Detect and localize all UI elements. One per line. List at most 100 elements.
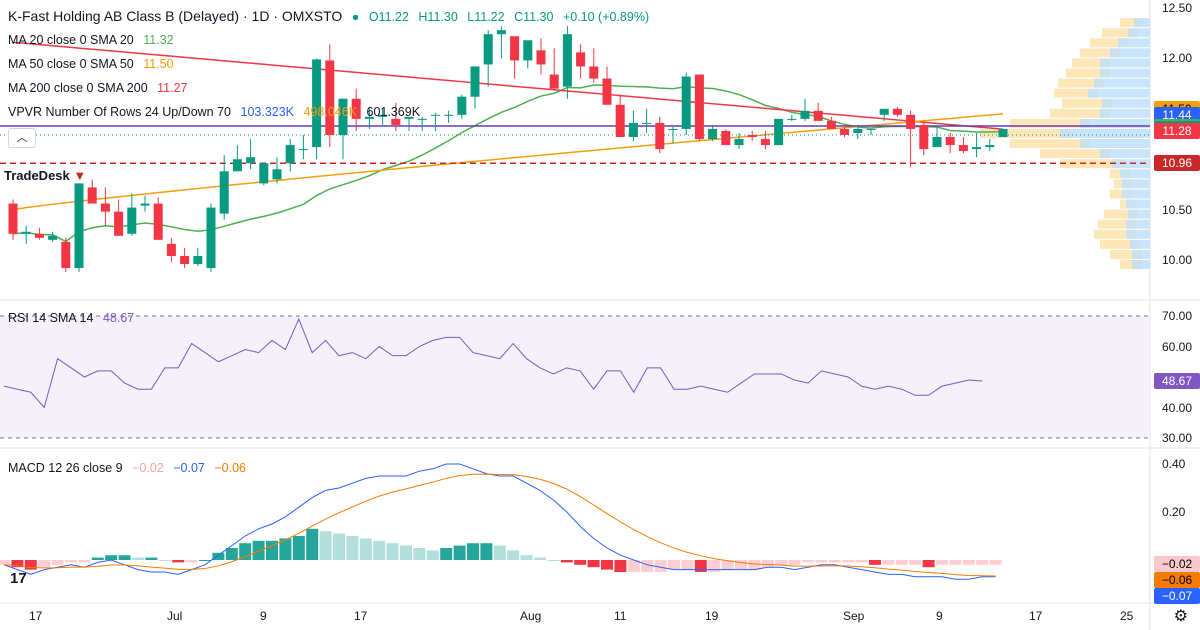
candle-body bbox=[259, 163, 269, 184]
macd-histogram-bar bbox=[212, 552, 225, 560]
rsi-axis-label: 40.00 bbox=[1162, 400, 1193, 415]
legend-vpvr[interactable]: VPVR Number Of Rows 24 Up/Down 70 103.32… bbox=[8, 104, 426, 120]
vpvr-down-bar bbox=[1110, 249, 1142, 259]
macd-histogram-bar bbox=[909, 560, 922, 565]
vpvr-down-bar bbox=[1066, 68, 1110, 78]
vpvr-up-bar bbox=[1088, 88, 1150, 98]
legend-ma200[interactable]: MA 200 close 0 SMA 200 11.27 bbox=[8, 80, 194, 96]
x-axis-label: Aug bbox=[520, 609, 542, 623]
macd-histogram-bar bbox=[0, 560, 10, 565]
macd-histogram-bar bbox=[306, 528, 319, 560]
vpvr-up-bar bbox=[1132, 249, 1150, 259]
rsi-line bbox=[3, 317, 983, 409]
vpvr-up-bar bbox=[1132, 260, 1150, 270]
candle-body bbox=[919, 124, 929, 150]
macd-histogram-bar bbox=[989, 560, 1002, 565]
macd-histogram-bar bbox=[869, 560, 881, 565]
candle-body bbox=[312, 59, 322, 148]
macd-signal-line bbox=[3, 473, 996, 577]
candle-body bbox=[114, 211, 124, 236]
macd-histogram-bar bbox=[668, 560, 680, 570]
rsi-axis-label: 60.00 bbox=[1162, 339, 1193, 354]
macd-hist-value: −0.02 bbox=[132, 461, 164, 475]
candle-body bbox=[510, 36, 520, 61]
ohlc-high: H11.30 bbox=[418, 10, 458, 24]
candle-body bbox=[140, 203, 150, 206]
macd-histogram-bar bbox=[373, 540, 386, 560]
macd-histogram-bar bbox=[453, 545, 466, 560]
macd-histogram-bar bbox=[38, 560, 51, 568]
vpvr-down-bar bbox=[1054, 88, 1098, 98]
macd-histogram-bar bbox=[976, 560, 989, 565]
macd-histogram-bar bbox=[132, 557, 144, 560]
macd-histogram-bar bbox=[761, 560, 774, 568]
macd-histogram-bar bbox=[922, 560, 935, 568]
vpvr-down-bar bbox=[1010, 118, 1090, 128]
legend-rsi[interactable]: RSI 14 SMA 14 48.67 bbox=[8, 310, 140, 326]
candle-body bbox=[48, 235, 58, 240]
price-axis-label: 12.50 bbox=[1162, 1, 1193, 15]
vpvr-up-bar bbox=[1134, 18, 1150, 28]
macd-histogram-bar bbox=[480, 543, 493, 560]
macd-histogram-bar bbox=[440, 548, 453, 560]
macd-histogram-bar bbox=[895, 560, 908, 565]
candle-body bbox=[206, 207, 216, 269]
candle-body bbox=[272, 169, 282, 180]
candle-body bbox=[61, 241, 71, 269]
candle-body bbox=[193, 255, 203, 265]
candle-body bbox=[496, 30, 506, 35]
macd-histogram-bar bbox=[105, 555, 118, 560]
macd-histogram-bar bbox=[721, 560, 734, 570]
symbol-title[interactable]: K-Fast Holding AB Class B (Delayed) · 1D… bbox=[8, 8, 343, 24]
macd-histogram-bar bbox=[118, 555, 131, 560]
macd-histogram-bar bbox=[252, 540, 265, 560]
macd-histogram-bar bbox=[681, 560, 694, 570]
legend-label: MA 20 close 0 SMA 20 bbox=[8, 33, 134, 47]
macd-signal-value: −0.06 bbox=[214, 461, 247, 475]
settings-gear-icon[interactable]: ⚙ bbox=[1173, 608, 1188, 625]
vpvr-up-bar bbox=[1122, 179, 1150, 189]
candle-body bbox=[681, 76, 691, 129]
macd-histogram-bar bbox=[359, 538, 372, 560]
legend-label: MA 50 close 0 SMA 50 bbox=[8, 57, 134, 71]
candle-body bbox=[232, 159, 242, 172]
ohlc-change: +0.10 (+0.89%) bbox=[562, 10, 650, 24]
legend-label: RSI 14 SMA 14 bbox=[8, 311, 94, 325]
ohlc-low: L11.22 bbox=[467, 10, 505, 24]
macd-histogram-bar bbox=[24, 560, 37, 570]
collapse-legend-button[interactable]: ︿ bbox=[8, 128, 36, 148]
legend-ma50[interactable]: MA 50 close 0 SMA 50 11.50 bbox=[8, 56, 180, 72]
vpvr-down-bar bbox=[1080, 48, 1120, 58]
macd-histogram-bar bbox=[694, 560, 707, 572]
x-axis-label: 17 bbox=[354, 609, 368, 623]
vpvr-up-bar bbox=[1126, 229, 1150, 239]
candle-body bbox=[153, 203, 163, 240]
legend-ma20[interactable]: MA 20 close 0 SMA 20 11.32 bbox=[8, 32, 180, 48]
macd-histogram-bar bbox=[547, 560, 560, 561]
macd-line bbox=[3, 463, 996, 580]
macd-histogram-bar bbox=[426, 550, 439, 560]
macd-histogram-bar bbox=[601, 560, 613, 570]
vpvr-down-value: 498.046K bbox=[303, 105, 358, 119]
vpvr-down-bar bbox=[1058, 78, 1104, 88]
vpvr-down-bar bbox=[1120, 260, 1142, 270]
macd-axis-label: 0.20 bbox=[1162, 505, 1186, 519]
macd-histogram-bar bbox=[534, 557, 546, 560]
macd-histogram-bar bbox=[641, 560, 654, 572]
candle-body bbox=[958, 145, 968, 152]
candle-body bbox=[787, 118, 797, 120]
candle-body bbox=[285, 145, 295, 164]
candle-body bbox=[932, 137, 942, 148]
tradingview-logo[interactable]: 17 bbox=[10, 570, 27, 587]
tradedesk-label[interactable]: TradeDesk ▼ bbox=[4, 168, 87, 183]
candle-body bbox=[615, 104, 625, 138]
vpvr-down-bar bbox=[1094, 229, 1136, 239]
rsi-tag: 48.67 bbox=[1154, 373, 1200, 390]
macd-histogram-bar bbox=[949, 560, 962, 565]
x-axis-label: 9 bbox=[260, 609, 267, 623]
candle-body bbox=[576, 52, 586, 67]
candle-body bbox=[734, 139, 744, 146]
macd-histogram-bar bbox=[333, 533, 345, 560]
rsi-axis-label: 30.00 bbox=[1162, 431, 1193, 445]
legend-macd[interactable]: MACD 12 26 close 9 −0.02 −0.07 −0.06 bbox=[8, 460, 252, 476]
